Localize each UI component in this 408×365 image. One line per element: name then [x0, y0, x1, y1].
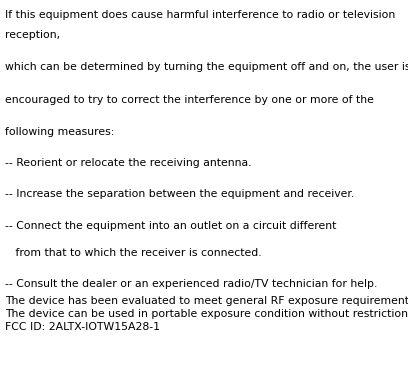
- Text: The device has been evaluated to meet general RF exposure requirement.: The device has been evaluated to meet ge…: [5, 296, 408, 306]
- Text: from that to which the receiver is connected.: from that to which the receiver is conne…: [5, 248, 262, 258]
- Text: -- Increase the separation between the equipment and receiver.: -- Increase the separation between the e…: [5, 189, 354, 199]
- Text: -- Connect the equipment into an outlet on a circuit different: -- Connect the equipment into an outlet …: [5, 221, 336, 231]
- Text: -- Reorient or relocate the receiving antenna.: -- Reorient or relocate the receiving an…: [5, 158, 251, 168]
- Text: following measures:: following measures:: [5, 127, 114, 137]
- Text: The device can be used in portable exposure condition without restriction.: The device can be used in portable expos…: [5, 309, 408, 319]
- Text: If this equipment does cause harmful interference to radio or television: If this equipment does cause harmful int…: [5, 10, 395, 20]
- Text: FCC ID: 2ALTX-IOTW15A28-1: FCC ID: 2ALTX-IOTW15A28-1: [5, 322, 160, 332]
- Text: reception,: reception,: [5, 30, 60, 40]
- Text: -- Consult the dealer or an experienced radio/TV technician for help.: -- Consult the dealer or an experienced …: [5, 279, 377, 289]
- Text: which can be determined by turning the equipment off and on, the user is: which can be determined by turning the e…: [5, 62, 408, 72]
- Text: encouraged to try to correct the interference by one or more of the: encouraged to try to correct the interfe…: [5, 95, 374, 105]
